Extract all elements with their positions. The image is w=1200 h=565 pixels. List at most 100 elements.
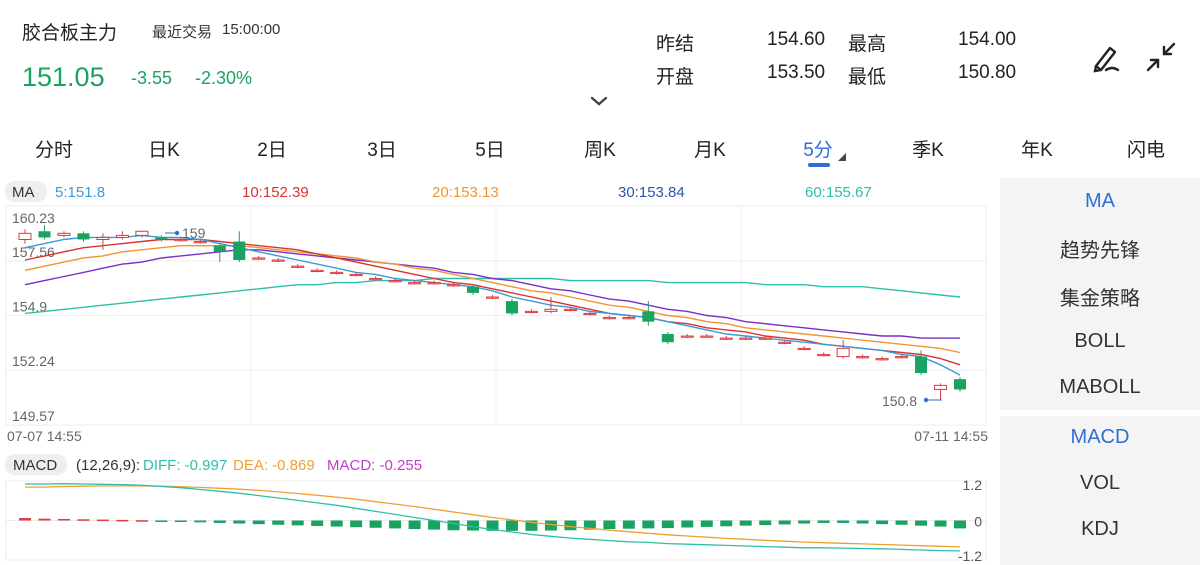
collapse-icon[interactable] (1144, 40, 1178, 74)
low-value: 150.80 (958, 62, 1017, 83)
candle (895, 354, 909, 359)
macd-y-tick: -1.2 (958, 548, 982, 564)
candle-body (310, 269, 324, 273)
macd-histogram-bar (642, 520, 655, 529)
chevron-down-icon[interactable] (589, 94, 609, 108)
indicator-main-4[interactable]: BOLL (1074, 330, 1126, 352)
tab-4[interactable]: 3日 (367, 140, 397, 161)
candle (447, 282, 461, 287)
candle (408, 280, 422, 285)
ma10-line (24, 238, 961, 366)
macd-histogram-bar (116, 519, 129, 522)
price-change: -3.55 (131, 68, 173, 88)
trade-time: 15:00:00 (222, 21, 281, 38)
candle (680, 333, 694, 339)
candle (505, 299, 518, 316)
indicator-sub-3[interactable]: KDJ (1081, 518, 1119, 540)
candle-body (661, 333, 674, 343)
x-end-label: 07-11 14:55 (914, 428, 988, 444)
min-marker-dot (923, 397, 929, 403)
candle (291, 264, 305, 269)
tab-9[interactable]: 季K (912, 140, 944, 161)
tab-10[interactable]: 年K (1021, 140, 1053, 161)
candle (700, 333, 714, 339)
candle-body (934, 384, 948, 390)
candle (77, 231, 90, 242)
candle (115, 231, 129, 240)
macd-histogram-bar (291, 520, 304, 526)
quote-header: 胶合板主力 最近交易 15:00:00 151.05 -3.55 -2.30% … (0, 0, 1200, 120)
tab-6[interactable]: 周K (584, 140, 616, 161)
x-start-label: 07-07 14:55 (7, 428, 82, 444)
candle (856, 354, 870, 359)
candle (57, 231, 71, 238)
candle-body (18, 232, 32, 240)
indicator-main-2[interactable]: 趋势先锋 (1060, 240, 1140, 262)
candle-body (271, 259, 285, 262)
candle (797, 346, 811, 351)
ma-legend-item: 20:153.13 (432, 184, 499, 201)
candle (174, 237, 188, 242)
candle-body (719, 337, 733, 340)
macd-histogram-bar (57, 518, 70, 521)
macd-params: (12,26,9): (76, 457, 140, 474)
candle (310, 268, 324, 273)
macd-histogram-bar (389, 520, 402, 529)
macd-badge-label: MACD (13, 457, 57, 474)
macd-histogram-bar (486, 520, 499, 531)
candle-body (680, 335, 694, 338)
candle (836, 340, 850, 359)
price-change-percent: -2.30% (195, 68, 253, 88)
candle (817, 352, 831, 357)
candle-body (427, 282, 441, 285)
macd-histogram-bar (583, 520, 596, 530)
macd-histogram-bar (505, 520, 518, 531)
tab-7[interactable]: 月K (694, 140, 726, 161)
macd-histogram-bar (428, 520, 441, 530)
candle-body (408, 282, 422, 285)
macd-histogram-bar (19, 518, 31, 521)
candle (135, 230, 149, 238)
candle (758, 336, 772, 341)
macd-histogram-bar (817, 520, 830, 523)
draw-pen-icon[interactable] (1090, 40, 1124, 74)
candle (739, 336, 753, 341)
tab-2[interactable]: 日K (148, 140, 180, 161)
candle-body (155, 237, 168, 240)
macd-histogram-bar (895, 520, 908, 525)
candle (602, 315, 616, 320)
candle (38, 225, 51, 240)
macd-histogram-bar (467, 520, 480, 531)
candle-body (447, 284, 461, 287)
indicator-main-5[interactable]: MABOLL (1059, 376, 1141, 398)
macd-histogram-bar (525, 520, 538, 531)
candle (661, 331, 674, 345)
candle-body (875, 358, 889, 361)
indicator-sub-1[interactable]: MACD (1070, 426, 1130, 448)
tab-5[interactable]: 5日 (475, 140, 505, 161)
indicator-menu (1000, 178, 1200, 565)
tab-1[interactable]: 分时 (34, 140, 74, 161)
ma30-line (24, 249, 960, 339)
candle-body (486, 296, 499, 299)
tab-11[interactable]: 闪电 (1126, 140, 1166, 161)
macd-histogram-bar (622, 520, 635, 529)
prev-settle-label: 昨结 (656, 34, 695, 55)
indicator-main-1[interactable]: MA (1085, 190, 1115, 212)
candle-body (856, 356, 870, 359)
contract-name[interactable]: 胶合板主力 (22, 23, 118, 44)
candle-body (135, 230, 149, 236)
candle (563, 307, 577, 312)
tab-8[interactable]: 5分 (803, 140, 833, 161)
candle-body (174, 238, 188, 242)
candle-body (252, 257, 266, 260)
candle (719, 336, 733, 341)
candle-body (77, 233, 90, 240)
candle (388, 278, 402, 283)
candle (875, 356, 889, 361)
indicator-sub-2[interactable]: VOL (1079, 472, 1121, 494)
indicator-main-3[interactable]: 集金策略 (1060, 288, 1140, 310)
open-value: 153.50 (767, 62, 826, 83)
tab-3[interactable]: 2日 (257, 140, 287, 161)
